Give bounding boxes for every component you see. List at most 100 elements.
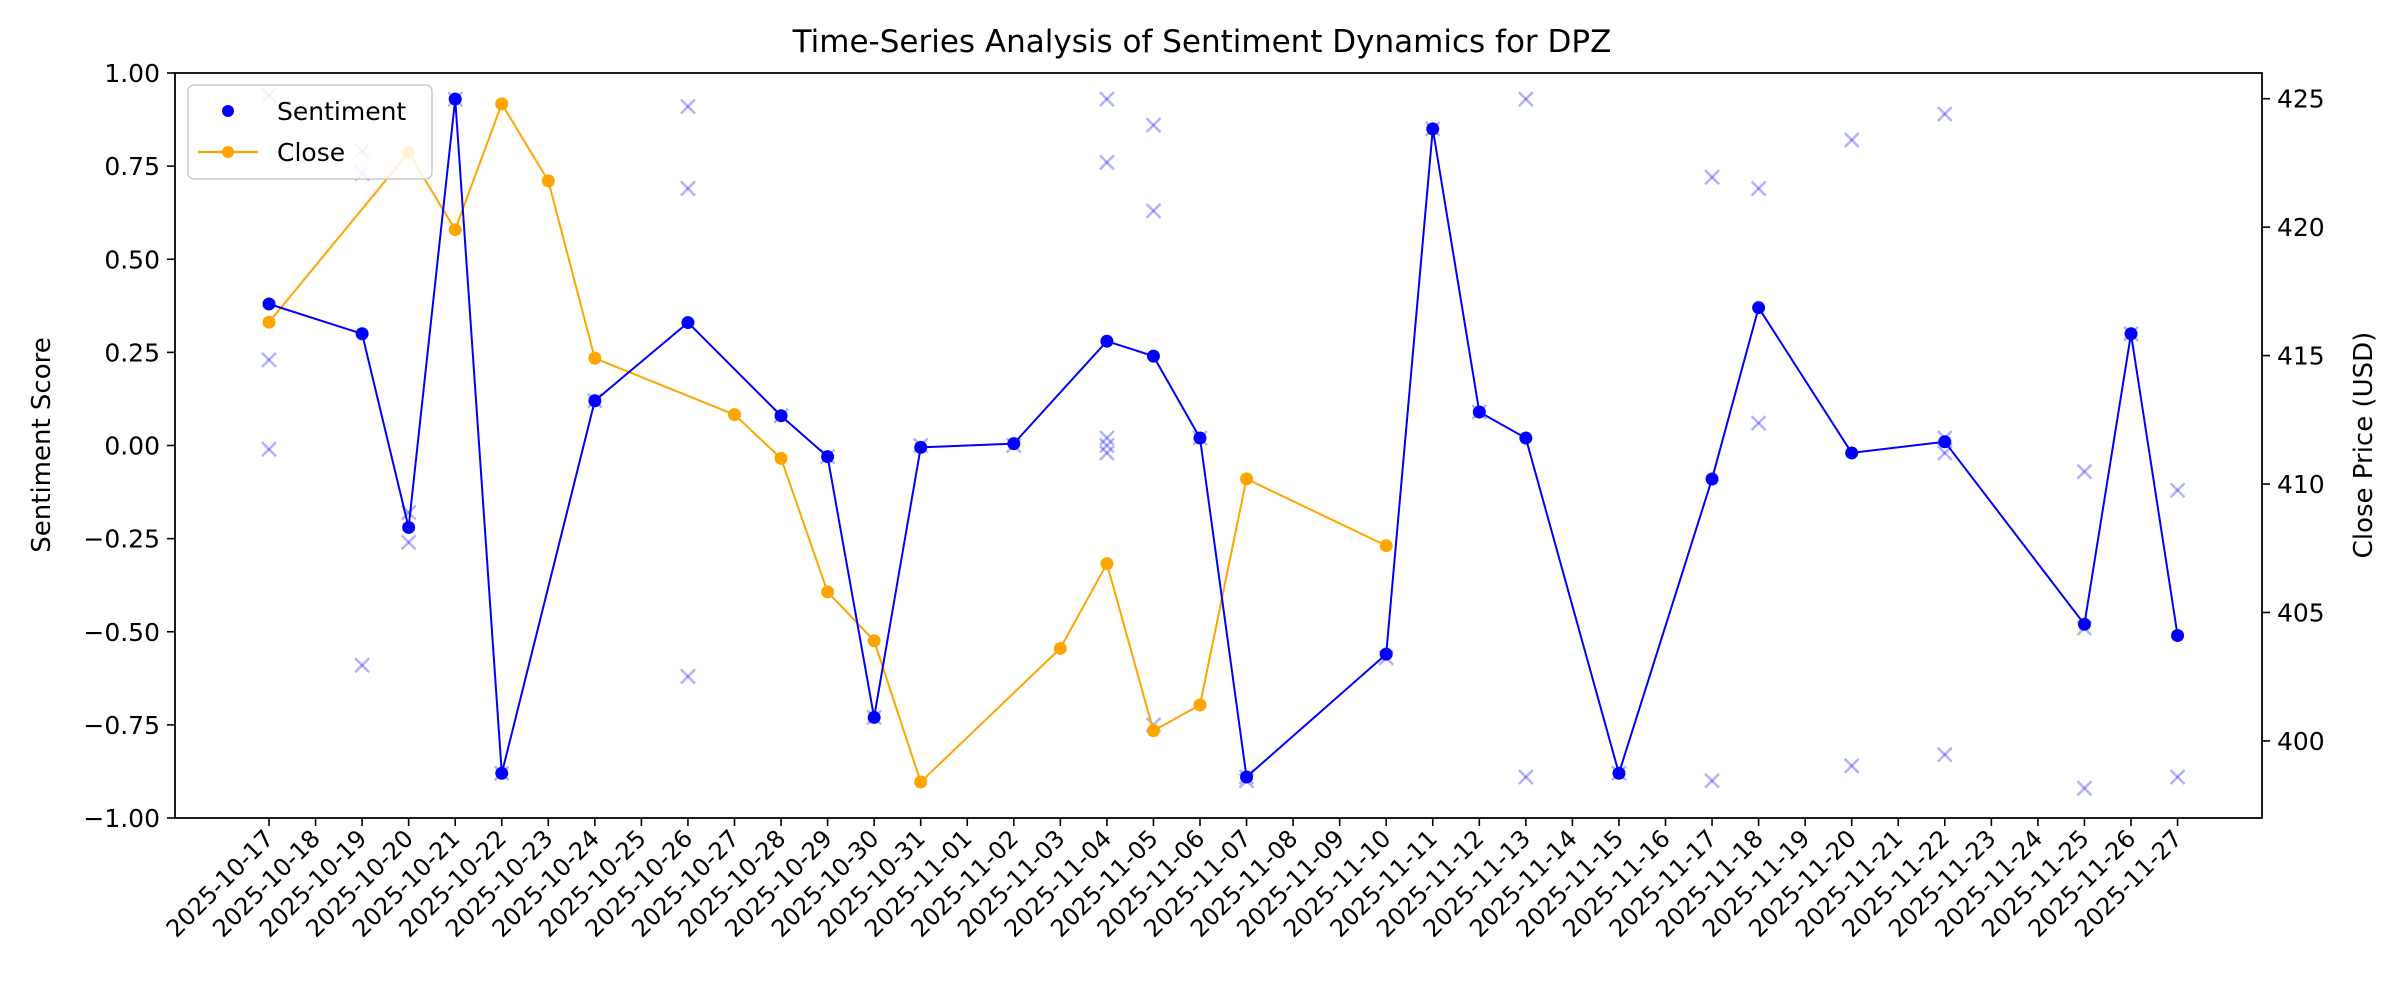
- sentiment-point: [1240, 770, 1254, 784]
- sentiment-point: [448, 92, 462, 106]
- raw-sentiment-markers: [261, 87, 2186, 797]
- sentiment-point: [1705, 472, 1719, 486]
- sentiment-point: [355, 327, 369, 341]
- y2-tick-label: 420: [2277, 213, 2325, 242]
- x-axis: 2025-10-172025-10-182025-10-192025-10-20…: [161, 818, 2188, 943]
- close-point: [1193, 698, 1207, 712]
- close-point: [867, 634, 881, 648]
- y2-tick-label: 410: [2277, 470, 2325, 499]
- sentiment-point: [495, 766, 509, 780]
- y-tick-label: −0.75: [83, 711, 160, 740]
- legend: Sentiment Close: [187, 84, 433, 180]
- raw-sentiment-marker: [2169, 769, 2186, 785]
- sentiment-point: [262, 297, 276, 311]
- y-tick-label: 0.50: [104, 245, 160, 274]
- sentiment-point: [1472, 405, 1486, 419]
- sentiment-point: [681, 316, 695, 330]
- close-point: [541, 174, 555, 188]
- raw-sentiment-marker: [1750, 180, 1767, 197]
- sentiment-line: [268, 98, 2179, 778]
- raw-sentiment-marker: [1936, 746, 1953, 763]
- y2-tick-label: 405: [2277, 598, 2325, 627]
- right-y-axis: 400 405 410 415 420 425: [2262, 85, 2325, 756]
- sentiment-point: [1519, 431, 1533, 445]
- sentiment-point: [1612, 766, 1626, 780]
- sentiment-point: [774, 409, 788, 423]
- legend-sentiment-marker: [222, 105, 234, 117]
- close-point: [1053, 641, 1067, 655]
- sentiment-point: [1845, 446, 1859, 460]
- sentiment-point: [402, 520, 416, 534]
- raw-sentiment-marker: [1843, 757, 1860, 774]
- raw-sentiment-marker: [2169, 482, 2186, 499]
- raw-sentiment-marker: [1936, 106, 1953, 122]
- raw-sentiment-marker: [1145, 117, 1162, 134]
- legend-close-marker: [222, 146, 234, 158]
- raw-sentiment-marker: [2076, 463, 2093, 480]
- close-series: [262, 97, 1393, 789]
- raw-sentiment-marker: [1843, 132, 1860, 148]
- close-point: [1100, 557, 1114, 571]
- sentiment-point: [1146, 349, 1160, 363]
- close-point: [1240, 472, 1254, 486]
- raw-sentiment-marker: [1099, 154, 1115, 171]
- y-tick-label: −0.50: [83, 618, 160, 647]
- left-y-axis: −1.00 −0.75 −0.50 −0.25 0.00 0.25 0.50 0.75 1.00: [83, 59, 175, 833]
- raw-sentiment-marker: [680, 180, 696, 197]
- close-point: [914, 775, 928, 789]
- sentiment-point: [1426, 122, 1440, 136]
- sentiment-point: [1938, 435, 1952, 449]
- raw-sentiment-marker: [354, 657, 370, 674]
- sentiment-point: [1379, 647, 1393, 661]
- y2-axis-label: Close Price (USD): [2349, 332, 2379, 559]
- y2-tick-label: 425: [2277, 85, 2325, 114]
- raw-sentiment-marker: [680, 668, 696, 685]
- sentiment-point: [2171, 628, 2185, 642]
- raw-sentiment-marker: [1750, 415, 1767, 432]
- legend-sentiment-label: Sentiment: [277, 97, 406, 126]
- raw-sentiment-marker: [1099, 445, 1115, 461]
- y-tick-label: 0.25: [104, 338, 160, 367]
- raw-sentiment-marker: [1099, 437, 1115, 454]
- sentiment-point: [1193, 431, 1207, 445]
- close-point: [728, 408, 741, 422]
- sentiment-point: [867, 710, 881, 724]
- close-point: [774, 451, 788, 465]
- sentiment-point: [588, 394, 602, 408]
- raw-sentiment-marker: [1517, 769, 1534, 785]
- close-line: [268, 102, 1387, 783]
- sentiment-point: [2124, 327, 2138, 341]
- sentiment-series: [262, 92, 2185, 784]
- y2-tick-label: 400: [2277, 727, 2325, 756]
- raw-sentiment-marker: [1145, 202, 1162, 219]
- raw-sentiment-marker: [400, 534, 417, 551]
- raw-sentiment-marker: [1704, 772, 1720, 789]
- close-point: [821, 585, 835, 599]
- sentiment-point: [914, 440, 928, 454]
- sentiment-point: [1007, 437, 1021, 451]
- sentiment-point: [2077, 617, 2091, 631]
- y-tick-label: 0.00: [104, 432, 160, 461]
- chart-title: Time-Series Analysis of Sentiment Dynami…: [792, 24, 1612, 60]
- y-tick-label: −1.00: [83, 804, 160, 833]
- sentiment-point: [821, 450, 835, 464]
- raw-sentiment-marker: [1704, 169, 1720, 186]
- sentiment-point: [1752, 301, 1766, 315]
- close-point: [262, 315, 276, 329]
- close-point: [588, 351, 602, 365]
- raw-sentiment-marker: [1517, 91, 1534, 107]
- legend-frame: [187, 84, 433, 180]
- close-point: [495, 97, 509, 111]
- raw-sentiment-marker: [261, 351, 277, 368]
- y-tick-label: −0.25: [83, 525, 160, 554]
- raw-sentiment-marker: [680, 98, 696, 115]
- raw-sentiment-marker: [2076, 780, 2093, 797]
- y-axis-label: Sentiment Score: [27, 337, 57, 552]
- y-tick-label: 0.75: [104, 152, 160, 181]
- y-tick-label: 1.00: [104, 59, 160, 88]
- legend-close-label: Close: [277, 138, 345, 167]
- close-point: [1146, 724, 1160, 738]
- y2-tick-label: 415: [2277, 342, 2325, 371]
- raw-sentiment-marker: [1099, 91, 1115, 107]
